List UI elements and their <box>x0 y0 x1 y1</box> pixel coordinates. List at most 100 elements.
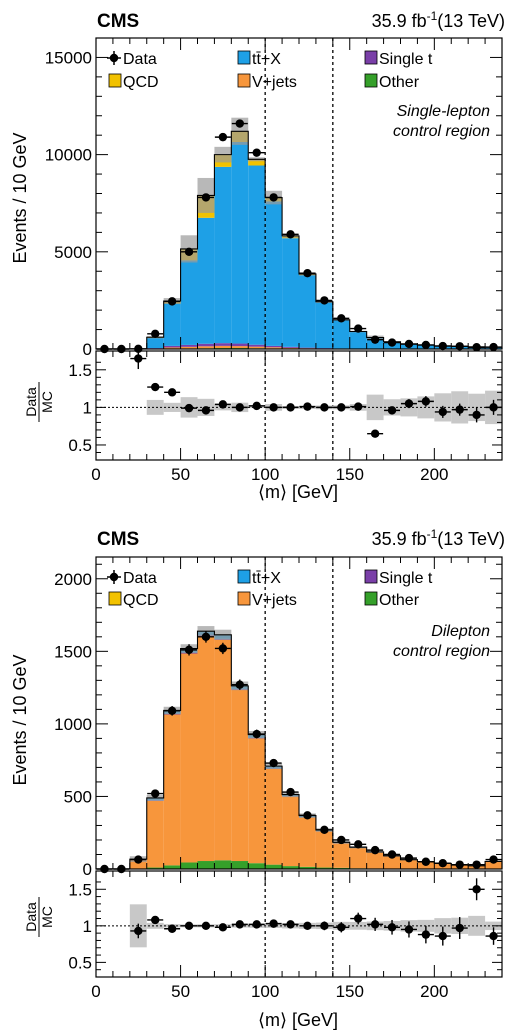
stack-other-bar <box>146 867 164 869</box>
data-point <box>455 860 464 869</box>
ratio-uncertainty-band <box>146 399 164 415</box>
y-tick-label: 1500 <box>54 642 92 661</box>
data-point <box>421 857 431 866</box>
data-point <box>235 680 244 689</box>
stack-tt-x-bar <box>180 260 198 345</box>
ratio-point <box>252 920 261 929</box>
stack-qcd-bar <box>248 159 266 166</box>
region-label-line2: control region <box>393 123 490 140</box>
stack-v-jets-bar <box>163 714 181 866</box>
legend-label-qcd: QCD <box>123 74 159 91</box>
stack-v-jets-bar <box>282 796 299 867</box>
stack-single-t-bar <box>197 343 215 347</box>
y-axis-label: Events / 10 GeV <box>10 132 30 263</box>
stack-single-t-bar <box>163 345 181 348</box>
data-point <box>167 297 177 306</box>
data-point <box>337 314 346 323</box>
ratio-y-tick-label: 0.5 <box>68 953 92 972</box>
ratio-label-numerator: Data <box>23 902 39 932</box>
legend-swatch-other <box>364 73 378 88</box>
lumi-exponent: -1 <box>427 9 438 23</box>
data-point <box>438 858 447 868</box>
x-tick-label: 0 <box>91 982 100 1001</box>
legend-label-qcd: QCD <box>123 592 159 609</box>
data-point <box>421 340 431 350</box>
legend-item-qcd: QCD <box>108 591 159 609</box>
ratio-point <box>455 923 464 933</box>
ratio-point <box>134 354 143 363</box>
stack-other-bar <box>197 861 215 869</box>
legend-data-marker <box>109 53 119 63</box>
data-point <box>201 193 211 202</box>
ratio-uncertainty-band <box>146 922 164 929</box>
ratio-point <box>472 410 481 420</box>
y-tick-label: 5000 <box>54 243 92 262</box>
ratio-point <box>404 399 414 408</box>
legend-item-other: Other <box>364 73 420 91</box>
legend-swatch-qcd <box>108 591 122 606</box>
ratio-point <box>320 403 329 412</box>
x-axis-label: ⟨m⟩ [GeV] <box>258 482 338 502</box>
ratio-plot: 0.5 1 1.5 0 50 100 150 200 <box>68 870 503 1001</box>
stack-v-jets-bar <box>129 860 147 869</box>
ratio-point <box>303 402 312 411</box>
stack-v-jets-bar <box>231 346 249 349</box>
ratio-point <box>235 403 244 412</box>
data-point <box>489 342 498 352</box>
legend-item-qcd: QCD <box>108 73 159 91</box>
stack-single-t-bar <box>282 346 299 348</box>
data-point <box>303 268 312 278</box>
legend-label-single-t: Single t <box>379 51 433 68</box>
legend-label-vjets: V+jets <box>252 74 297 91</box>
x-tick-label: 0 <box>91 465 100 484</box>
data-point <box>184 247 194 257</box>
stack-other-bar <box>315 867 333 869</box>
ratio-point <box>320 921 329 931</box>
y-tick-label: 10000 <box>45 146 92 165</box>
stack-other-bar <box>265 864 283 869</box>
legend-label-data: Data <box>123 570 157 587</box>
legend-label-ttx: tt̄+X <box>252 51 281 68</box>
stack-other-bar <box>163 865 181 869</box>
stack-tt-x-bar <box>197 217 215 344</box>
ratio-point <box>184 921 194 931</box>
stack-v-jets-bar <box>400 860 418 869</box>
ratio-y-tick-label: 1.5 <box>68 361 92 380</box>
y-tick-label: 500 <box>64 787 92 806</box>
ratio-point <box>269 919 278 928</box>
legend: Data tt̄+X Single t QCD V+jets Other <box>107 50 433 91</box>
legend-label-other: Other <box>379 592 420 609</box>
data-point <box>201 632 211 642</box>
y-tick-label: 0 <box>83 340 92 359</box>
ratio-point <box>218 400 228 409</box>
data-point <box>370 845 380 855</box>
region-label-line2: control region <box>393 643 490 660</box>
x-tick-label: 150 <box>336 465 364 484</box>
stack-tt-x-bar <box>299 275 316 348</box>
data-point <box>370 335 380 344</box>
stack-v-jets-bar <box>231 689 249 862</box>
ratio-axis-label: Data MC <box>23 897 55 937</box>
data-point <box>387 338 397 347</box>
ratio-axis-label: Data MC <box>23 382 55 422</box>
stack-tt-x-bar <box>265 201 283 346</box>
cms-label: CMS <box>97 11 139 32</box>
legend-swatch-ttx <box>237 569 251 584</box>
data-point <box>472 343 481 352</box>
stack-tt-x-bar <box>146 338 164 349</box>
legend-swatch-vjets <box>237 591 251 606</box>
legend-item-data: Data <box>107 570 157 587</box>
data-point <box>151 329 160 339</box>
ratio-point <box>370 920 380 929</box>
data-point <box>438 341 447 351</box>
stack-v-jets-bar <box>146 800 164 868</box>
ratio-point <box>167 924 177 933</box>
y-tick-label: 15000 <box>45 48 92 67</box>
legend-swatch-single-t <box>364 50 378 65</box>
stack-tt-x-bar <box>231 141 249 344</box>
stack-tt-x-bar <box>248 165 266 345</box>
ratio-point <box>438 931 447 941</box>
ratio-point <box>134 926 143 936</box>
y-tick-label: 1000 <box>54 715 92 734</box>
ratio-point <box>404 925 414 934</box>
